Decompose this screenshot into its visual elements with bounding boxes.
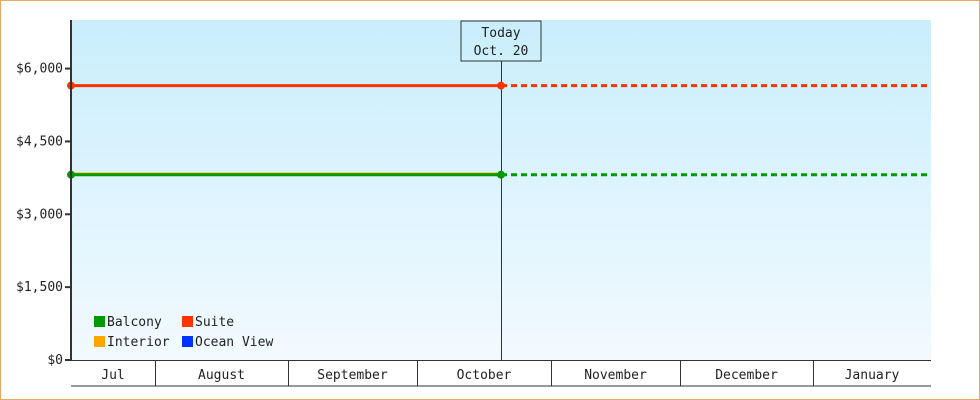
legend-swatch-interior [94, 336, 105, 347]
legend-label-ocean-view: Ocean View [195, 335, 273, 350]
legend-label-suite: Suite [195, 315, 234, 330]
y-tick-label: $4,500 [16, 134, 63, 149]
legend-swatch-balcony [94, 316, 105, 327]
legend-swatch-suite [182, 316, 193, 327]
y-tick-label: $1,500 [16, 280, 63, 295]
series-point-suite [497, 81, 505, 90]
x-category-label: Jul [101, 368, 124, 383]
x-category-label: November [584, 368, 647, 383]
y-tick-label: $0 [47, 353, 63, 368]
y-tick-label: $3,000 [16, 207, 63, 222]
today-label-box [460, 20, 542, 62]
x-category-label: August [198, 368, 245, 383]
series-point-balcony [497, 170, 505, 179]
legend-label-interior: Interior [107, 335, 170, 350]
legend-swatch-ocean-view [182, 336, 193, 347]
x-category-label: January [845, 368, 900, 383]
x-category-label: October [457, 368, 512, 383]
today-label-line1: Today [481, 26, 520, 41]
legend-label-balcony: Balcony [107, 315, 162, 330]
y-tick-label: $6,000 [16, 62, 63, 77]
today-label-line2: Oct. 20 [474, 44, 529, 59]
x-category-label: December [715, 368, 778, 383]
x-category-label: September [317, 368, 388, 383]
